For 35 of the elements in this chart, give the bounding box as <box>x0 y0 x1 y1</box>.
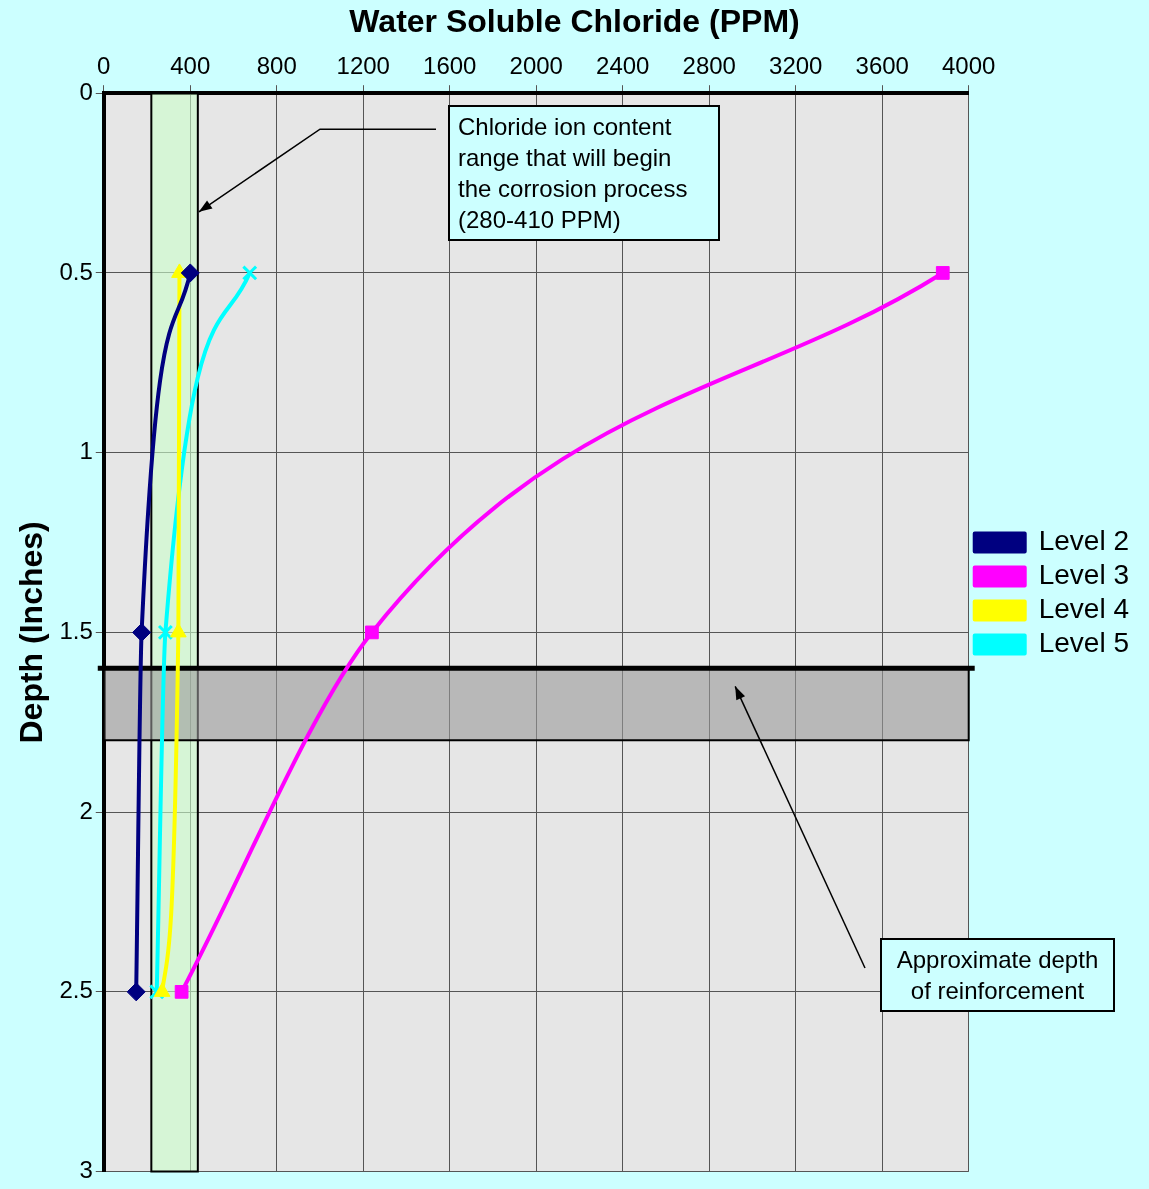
legend-label: Level 5 <box>1038 627 1130 659</box>
x-tick-label: 400 <box>170 52 211 80</box>
x-tick-label: 2000 <box>509 52 563 80</box>
y-tick-label: 2.5 <box>59 976 93 1004</box>
x-tick-label: 1200 <box>336 52 390 80</box>
y-tick-label: 3 <box>79 1156 93 1184</box>
y-tick-label: 0 <box>79 77 93 105</box>
point <box>174 985 189 999</box>
y-tick-label: 1.5 <box>59 617 93 645</box>
point <box>126 982 146 1002</box>
point <box>241 265 258 281</box>
x-tick-label: 4000 <box>942 52 996 80</box>
x-tick-label: 2400 <box>596 52 650 80</box>
y-tick-label: 2 <box>79 796 93 824</box>
x-tick-label: 2800 <box>682 52 736 80</box>
x-tick-label: 1600 <box>423 52 477 80</box>
y-axis-title: Depth (Inches) <box>13 521 50 744</box>
annotation: Chloride ion content range that will begin the corrosion process (280-410 PPM) <box>448 105 720 242</box>
chart-title: Water Soluble Chloride (PPM) <box>349 3 800 40</box>
x-tick-label: 800 <box>256 52 297 80</box>
point <box>157 624 174 641</box>
x-tick-label: 0 <box>97 52 111 80</box>
legend-label: Level 4 <box>1038 593 1130 625</box>
legend-label: Level 3 <box>1038 559 1130 591</box>
point <box>132 622 152 642</box>
point <box>180 263 200 283</box>
point <box>365 625 379 640</box>
y-tick-label: 1 <box>79 437 93 465</box>
x-tick-label: 3600 <box>855 52 909 80</box>
legend-label: Level 2 <box>1038 525 1130 557</box>
y-tick-label: 0.5 <box>59 257 93 285</box>
point <box>148 984 165 1000</box>
x-tick-label: 3200 <box>769 52 823 80</box>
point <box>935 266 950 280</box>
annotation: Approximate depth of reinforcement <box>880 937 1115 1012</box>
